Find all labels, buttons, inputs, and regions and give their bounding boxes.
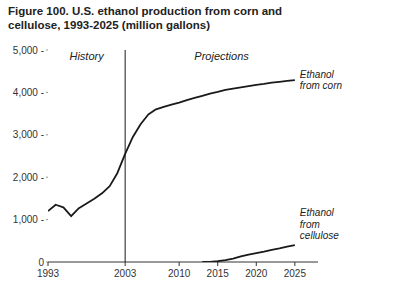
y-tick-label: 0 [38, 257, 44, 268]
x-tick [179, 262, 180, 266]
x-tick [48, 262, 49, 266]
y-tick [46, 134, 48, 135]
y-tick [46, 92, 48, 93]
y-tick [46, 219, 48, 220]
series-label: Ethanolfrom corn [300, 69, 343, 92]
y-tick-label: 4,000 - [13, 87, 44, 98]
x-tick-label: 2003 [114, 268, 137, 279]
y-tick-label: 3,000 - [13, 129, 44, 140]
y-tick [46, 177, 48, 178]
period-label: Projections [194, 50, 249, 62]
y-tick [46, 50, 48, 51]
x-tick-label: 2020 [245, 268, 268, 279]
y-tick-label: 5,000 - [13, 45, 44, 56]
series-label: Ethanolfromcellulose [300, 207, 339, 241]
x-tick [217, 262, 218, 266]
x-tick-label: 2015 [207, 268, 230, 279]
title: Figure 100. U.S. ethanol production from… [8, 5, 282, 31]
x-tick-label: 2025 [284, 268, 307, 279]
x-axis-line [48, 262, 318, 263]
x-tick-label: 1993 [37, 268, 60, 279]
series-line [48, 80, 295, 216]
y-tick-label: 2,000 - [13, 172, 44, 183]
x-tick [256, 262, 257, 266]
lines [48, 80, 295, 262]
x-tick-label: 2010 [168, 268, 191, 279]
chart: Figure 100. U.S. ethanol production from… [0, 0, 409, 295]
series-line [202, 245, 295, 262]
x-tick [125, 262, 126, 266]
period-label: History [69, 50, 105, 62]
y-tick-label: 1,000 - [13, 214, 44, 225]
x-tick [294, 262, 295, 266]
